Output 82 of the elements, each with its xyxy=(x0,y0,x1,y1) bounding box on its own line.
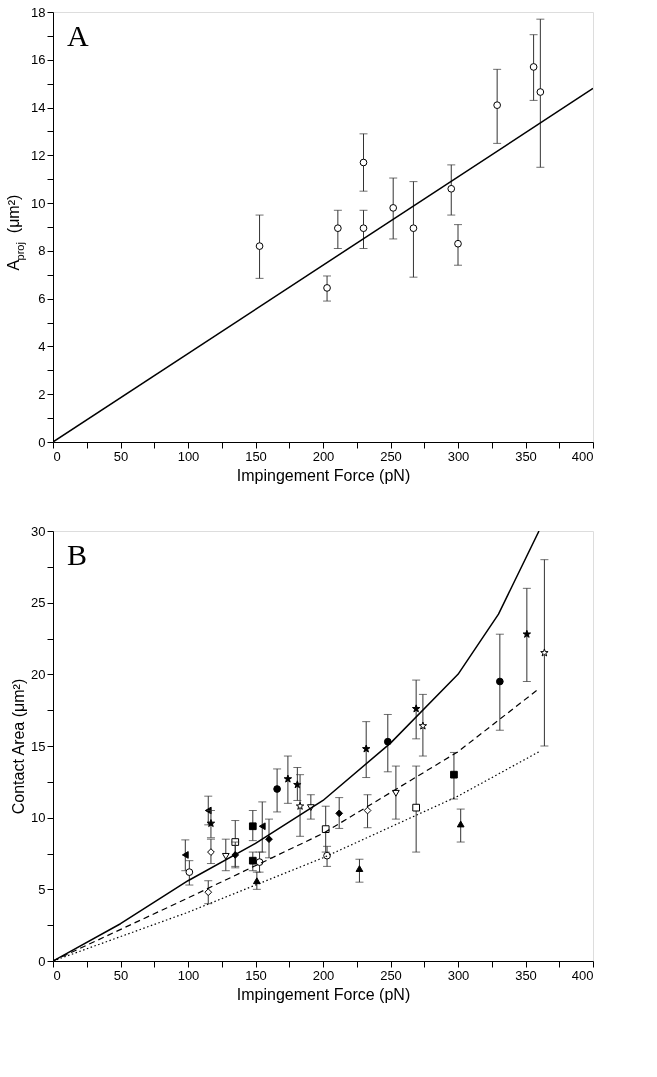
x-tick-label: 50 xyxy=(113,448,129,464)
point xyxy=(273,785,281,793)
x-tick-label: 100 xyxy=(177,448,200,464)
x-axis-title: Impingement Force (pN) xyxy=(236,466,411,484)
point xyxy=(522,629,532,638)
point xyxy=(335,809,344,818)
point xyxy=(293,780,302,789)
y-tick-label: 4 xyxy=(38,338,46,354)
point xyxy=(207,848,215,856)
point xyxy=(363,806,372,815)
point xyxy=(255,242,264,250)
y-tick-label: 25 xyxy=(31,595,46,611)
x-tick-label: 0 xyxy=(53,448,61,464)
point xyxy=(206,819,216,828)
point xyxy=(418,721,428,730)
point xyxy=(221,852,230,860)
x-tick-label: 200 xyxy=(312,448,335,464)
y-tick-label: 6 xyxy=(38,291,46,307)
x-tick-label: 400 xyxy=(571,967,594,983)
x-axis-title: Impingement Force (pN) xyxy=(236,985,411,1003)
x-tick-label: 350 xyxy=(515,448,537,464)
point xyxy=(383,737,392,746)
x-tick-label: 400 xyxy=(571,448,594,464)
point xyxy=(359,158,368,167)
point xyxy=(540,648,549,657)
point xyxy=(454,239,462,248)
point xyxy=(334,224,342,233)
chart-title: B xyxy=(67,538,88,571)
point xyxy=(258,822,266,831)
y-tick-label: 5 xyxy=(38,881,46,897)
x-tick-label: 0 xyxy=(53,967,61,983)
y-tick-label: 2 xyxy=(38,386,46,402)
x-tick-label: 250 xyxy=(380,967,402,983)
x-tick-label: 150 xyxy=(245,448,267,464)
point xyxy=(253,877,261,885)
y-tick-label: 14 xyxy=(31,100,46,116)
y-tick-label: 8 xyxy=(38,243,46,259)
y-tick-label: 12 xyxy=(31,147,46,163)
point xyxy=(456,820,465,828)
y-axis-title: Aproj(μm²) xyxy=(5,194,26,271)
y-tick-label: 16 xyxy=(31,52,46,68)
point xyxy=(411,704,421,713)
point xyxy=(181,851,189,859)
point xyxy=(248,822,257,831)
x-tick-label: 150 xyxy=(245,967,267,983)
point xyxy=(409,224,418,233)
point xyxy=(493,101,501,110)
point xyxy=(265,835,273,844)
y-tick-label: 18 xyxy=(31,4,46,20)
chart-title: A xyxy=(67,19,89,52)
x-tick-label: 50 xyxy=(113,967,129,983)
y-tick-label: 10 xyxy=(31,195,46,211)
y-tick-label: 10 xyxy=(31,810,46,826)
x-tick-label: 250 xyxy=(380,448,402,464)
y-tick-label: 30 xyxy=(31,523,46,539)
y-tick-label: 0 xyxy=(38,953,46,969)
point xyxy=(412,803,420,812)
x-tick-label: 350 xyxy=(515,967,537,983)
point xyxy=(362,744,371,753)
point xyxy=(389,204,398,212)
point xyxy=(359,224,368,233)
point xyxy=(447,184,456,193)
point xyxy=(204,888,213,897)
x-tick-label: 300 xyxy=(447,448,470,464)
x-tick-label: 200 xyxy=(312,967,335,983)
point xyxy=(248,856,257,865)
x-tick-label: 100 xyxy=(177,967,200,983)
point xyxy=(185,868,194,876)
point xyxy=(496,677,504,686)
y-tick-label: 20 xyxy=(31,666,46,682)
x-tick-label: 300 xyxy=(447,967,470,983)
point xyxy=(283,774,293,783)
point xyxy=(529,63,538,71)
point xyxy=(323,284,331,292)
point xyxy=(536,88,545,96)
point xyxy=(255,858,264,866)
y-tick-label: 0 xyxy=(38,434,46,450)
point xyxy=(450,770,458,779)
point xyxy=(355,865,364,872)
y-axis-title: Contact Area (μm²) xyxy=(10,678,28,815)
point xyxy=(295,801,305,810)
y-tick-label: 15 xyxy=(31,738,46,754)
